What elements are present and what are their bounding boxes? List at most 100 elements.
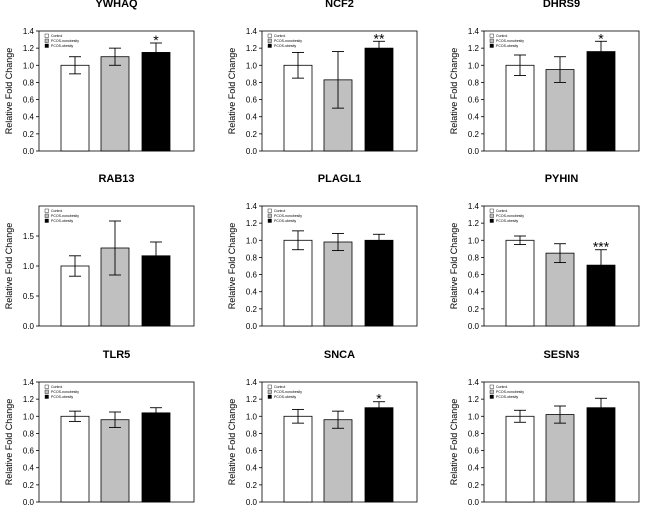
bar (283, 415, 313, 503)
y-tick-label: 0.0 (23, 147, 35, 156)
panel-title: SESN3 (543, 349, 579, 361)
legend-label: PCOS-nonobesity (274, 214, 302, 218)
legend-label: PCOS-obesity (496, 44, 518, 48)
bar (545, 252, 575, 327)
y-tick-label: 0.6 (23, 96, 35, 105)
y-axis-label: Relative Fold Change (227, 399, 237, 486)
panel-title: RAB13 (98, 173, 134, 185)
legend-swatch (267, 208, 272, 213)
y-tick-label: 1.4 (246, 202, 258, 211)
legend-label: PCOS-obesity (496, 219, 518, 223)
y-tick-label: 1.2 (468, 44, 480, 53)
legend-swatch (44, 384, 49, 389)
y-tick-label: 0.8 (246, 78, 258, 87)
y-tick-label: 0.4 (246, 113, 258, 122)
y-tick-label: 0.4 (246, 464, 258, 473)
legend-swatch (44, 43, 49, 48)
y-tick-label: 1.0 (468, 412, 480, 421)
y-tick-label: 0.4 (246, 288, 258, 297)
y-tick-label: 0.4 (468, 113, 480, 122)
y-tick-label: 0.6 (246, 447, 258, 456)
y-tick-label: 0.6 (246, 96, 258, 105)
bar (505, 415, 535, 503)
y-tick-label: 0.0 (468, 147, 480, 156)
y-tick-label: 1.4 (468, 378, 480, 387)
legend-swatch (489, 389, 494, 394)
legend-swatch (44, 33, 49, 38)
bar (283, 239, 313, 327)
y-tick-label: 1.4 (23, 378, 35, 387)
y-tick-label: 1.4 (23, 27, 35, 36)
legend-swatch (489, 218, 494, 223)
bar (60, 415, 90, 503)
panel-sesn3: SESN3 Relative Fold Change 0.0 0.2 0.4 0.6 0.8… (449, 349, 640, 507)
legend-swatch (489, 33, 494, 38)
y-tick-label: 0.6 (246, 271, 258, 280)
y-tick-label: 0.8 (246, 429, 258, 438)
legend-swatch (44, 38, 49, 43)
panel-rab13: RAB13 Relative Fold Change 0.0 0.5 1.0 1.5 Con… (4, 173, 195, 331)
y-tick-label: 0.4 (468, 288, 480, 297)
legend-swatch (267, 213, 272, 218)
panel-ywhaq: YWHAQ Relative Fold Change 0.0 0.2 0.4 0.6 0.8… (4, 0, 195, 156)
y-tick-label: 1.2 (468, 219, 480, 228)
y-tick-label: 0.8 (468, 253, 480, 262)
y-tick-label: 0.8 (468, 429, 480, 438)
y-tick-label: 0.6 (23, 447, 35, 456)
y-tick-label: 1.4 (468, 202, 480, 211)
panel-title: SNCA (324, 349, 355, 361)
y-tick-label: 0.8 (468, 78, 480, 87)
legend-label: PCOS-obesity (51, 44, 73, 48)
y-tick-label: 0.6 (468, 96, 480, 105)
y-tick-label: 0.4 (468, 464, 480, 473)
y-tick-label: 0.2 (23, 481, 35, 490)
y-axis-label: Relative Fold Change (227, 223, 237, 310)
y-tick-label: 1.0 (23, 61, 35, 70)
legend-label: Control (274, 34, 286, 38)
y-tick-label: 1.2 (23, 44, 35, 53)
legend-label: PCOS-nonobesity (51, 214, 79, 218)
legend-swatch (44, 208, 49, 213)
y-axis-label: Relative Fold Change (4, 48, 14, 135)
legend-swatch (44, 394, 49, 399)
y-tick-label: 1.4 (246, 378, 258, 387)
panel-title: NCF2 (325, 0, 354, 10)
y-tick-label: 0.2 (468, 305, 480, 314)
bar (60, 64, 90, 152)
legend-swatch (489, 213, 494, 218)
y-tick-label: 1.4 (468, 27, 480, 36)
bar (141, 52, 171, 152)
y-tick-label: 0.4 (23, 464, 35, 473)
y-tick-label: 0.0 (246, 322, 258, 331)
bar (283, 64, 313, 152)
legend-label: PCOS-obesity (274, 395, 296, 399)
legend-swatch (44, 213, 49, 218)
bar (545, 414, 575, 503)
legend-label: Control (496, 385, 508, 389)
legend-label: Control (496, 34, 508, 38)
y-axis-label: Relative Fold Change (449, 399, 459, 486)
legend-swatch (44, 389, 49, 394)
legend-swatch (489, 394, 494, 399)
legend-label: PCOS-obesity (51, 395, 73, 399)
panel-ncf2: NCF2 Relative Fold Change 0.0 0.2 0.4 0.6 0.8 1… (227, 0, 418, 156)
legend-swatch (489, 208, 494, 213)
legend-label: PCOS-obesity (51, 219, 73, 223)
legend-label: PCOS-obesity (274, 219, 296, 223)
legend-label: PCOS-nonobesity (496, 39, 524, 43)
y-tick-label: 1.0 (246, 61, 258, 70)
y-tick-label: 1.0 (246, 412, 258, 421)
significance-marker: *** (593, 239, 610, 255)
y-tick-label: 0.0 (246, 498, 258, 507)
y-tick-label: 0.2 (468, 481, 480, 490)
panel-title: TLR5 (103, 349, 131, 361)
significance-marker: * (153, 32, 159, 48)
y-tick-label: 1.2 (468, 395, 480, 404)
bar (545, 69, 575, 152)
legend-label: PCOS-nonobesity (51, 390, 79, 394)
y-tick-label: 1.0 (23, 262, 35, 271)
bar (323, 419, 353, 503)
y-tick-label: 0.0 (468, 322, 480, 331)
panel-snca: SNCA Relative Fold Change 0.0 0.2 0.4 0.6 0.8 1… (227, 349, 418, 507)
